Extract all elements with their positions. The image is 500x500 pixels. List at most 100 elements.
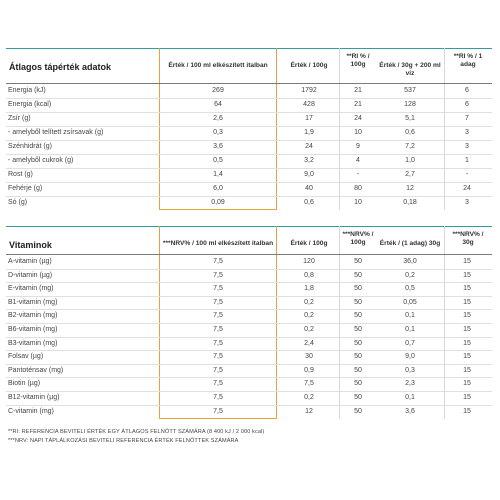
row-divider [6,363,492,365]
row-value: 7,2 [405,143,415,150]
column-header: ***NRV% / 100 ml elkészített italban [162,240,274,247]
row-divider [6,309,492,311]
row-value: 0,2 [304,312,314,320]
column-divider [444,226,445,419]
row-divider [6,268,492,270]
row-value: 128 [404,101,416,108]
row-label: C-vitamin (mg) [8,407,54,415]
row-label: Biotin (µg) [8,380,41,388]
row-label: Rost (g) [8,171,33,178]
row-value: 0,05 [403,298,417,306]
row-value: 24 [463,185,471,192]
row-value: 50 [354,339,362,347]
nutrition-title: Átlagos tápérték adatok [9,62,112,72]
column-header: **RI % / 100g [346,53,370,68]
row-value: 1792 [301,87,317,94]
row-value: 3,6 [405,407,415,415]
column-divider [339,48,340,210]
row-value: 64 [214,101,222,108]
row-value: 10 [354,129,362,136]
row-value: 0,1 [405,394,415,401]
row-value: 17 [305,115,313,122]
row-divider [6,377,492,379]
row-value: 2,6 [213,115,223,122]
row-value: 0,2 [304,326,314,333]
column-header: Érték / 30g + 200 ml víz [379,62,441,77]
row-value: 7,5 [213,353,223,361]
footnote-ri: **RI: REFERENCIA BEVITELI ÉRTÉK EGY ÁTLA… [8,429,265,435]
row-label: B12-vitamin (µg) [8,394,60,401]
row-value: 0,5 [213,157,223,164]
column-header: ***NRV% / 30g [452,231,484,246]
column-header: Érték / 100g [290,240,328,247]
row-divider [6,404,492,406]
row-label: Energia (kcal) [8,101,52,108]
row-value: 0,1 [405,326,415,333]
row-value: 9 [356,143,360,150]
row-value: 1,8 [304,285,314,293]
row-label: Só (g) [8,199,28,206]
row-value: 428 [303,101,315,108]
row-value: 9,0 [405,353,415,361]
row-divider [6,182,492,183]
row-value: 15 [463,394,471,401]
row-label: Folsav (µg) [8,353,44,361]
row-value: 1 [465,157,469,164]
row-value: 80 [354,185,362,192]
header-rule [6,83,492,84]
row-value: 50 [354,271,362,279]
row-divider [6,391,492,392]
row-value: 0,3 [213,129,223,136]
row-value: 6 [465,87,469,94]
row-value: 3 [465,129,469,136]
row-value: 24 [305,143,313,150]
row-label: - amelyből telített zsírsavak (g) [8,129,104,136]
row-value: 0,2 [304,298,314,306]
table-top-rule [6,48,492,49]
footnote-nrv: ***NRV: NAPI TÁPLÁLKOZÁSI BEVITELI REFER… [8,438,239,444]
row-value: 15 [463,285,471,293]
row-divider [6,323,492,324]
row-value: 50 [354,285,362,293]
row-value: 15 [463,353,471,361]
row-value: 24 [354,115,362,122]
row-value: 0,9 [304,366,314,374]
row-value: 50 [354,326,362,333]
row-value: 50 [354,380,362,388]
row-label: E-vitamin (mg) [8,285,54,293]
row-value: 0,2 [304,394,314,401]
row-value: 0,8 [304,271,314,279]
row-value: 269 [212,87,224,94]
row-value: 6,0 [213,185,223,192]
row-value: 0,5 [405,285,415,293]
row-value: 3 [465,143,469,150]
row-value: 0,2 [405,271,415,279]
row-value: 15 [463,366,471,374]
row-label: Pantoténsav (mg) [8,366,64,374]
row-label: B1-vitamin (mg) [8,298,58,306]
row-value: - [465,171,469,178]
row-value: 120 [303,258,315,265]
row-label: Fehérje (g) [8,185,43,192]
row-label: Zsír (g) [8,115,31,122]
row-value: 7,5 [213,339,223,347]
column-divider [444,48,445,210]
row-divider [6,140,492,141]
row-value: 50 [354,258,362,265]
row-value: 15 [463,326,471,333]
row-label: D-vitamin (µg) [8,271,53,279]
row-value: 0,09 [211,199,225,206]
row-value: 4 [356,157,360,164]
row-value: 7,5 [213,298,223,306]
row-divider [6,196,492,197]
row-divider [6,295,492,297]
row-value: 7,5 [213,394,223,401]
row-value: 15 [463,298,471,306]
row-value: 50 [354,298,362,306]
row-value: 5,1 [405,115,415,122]
row-value: 50 [354,394,362,401]
row-value: 0,1 [405,312,415,320]
row-value: 7,5 [213,312,223,320]
row-value: 9,0 [304,171,314,178]
row-value: 3,6 [213,143,223,150]
